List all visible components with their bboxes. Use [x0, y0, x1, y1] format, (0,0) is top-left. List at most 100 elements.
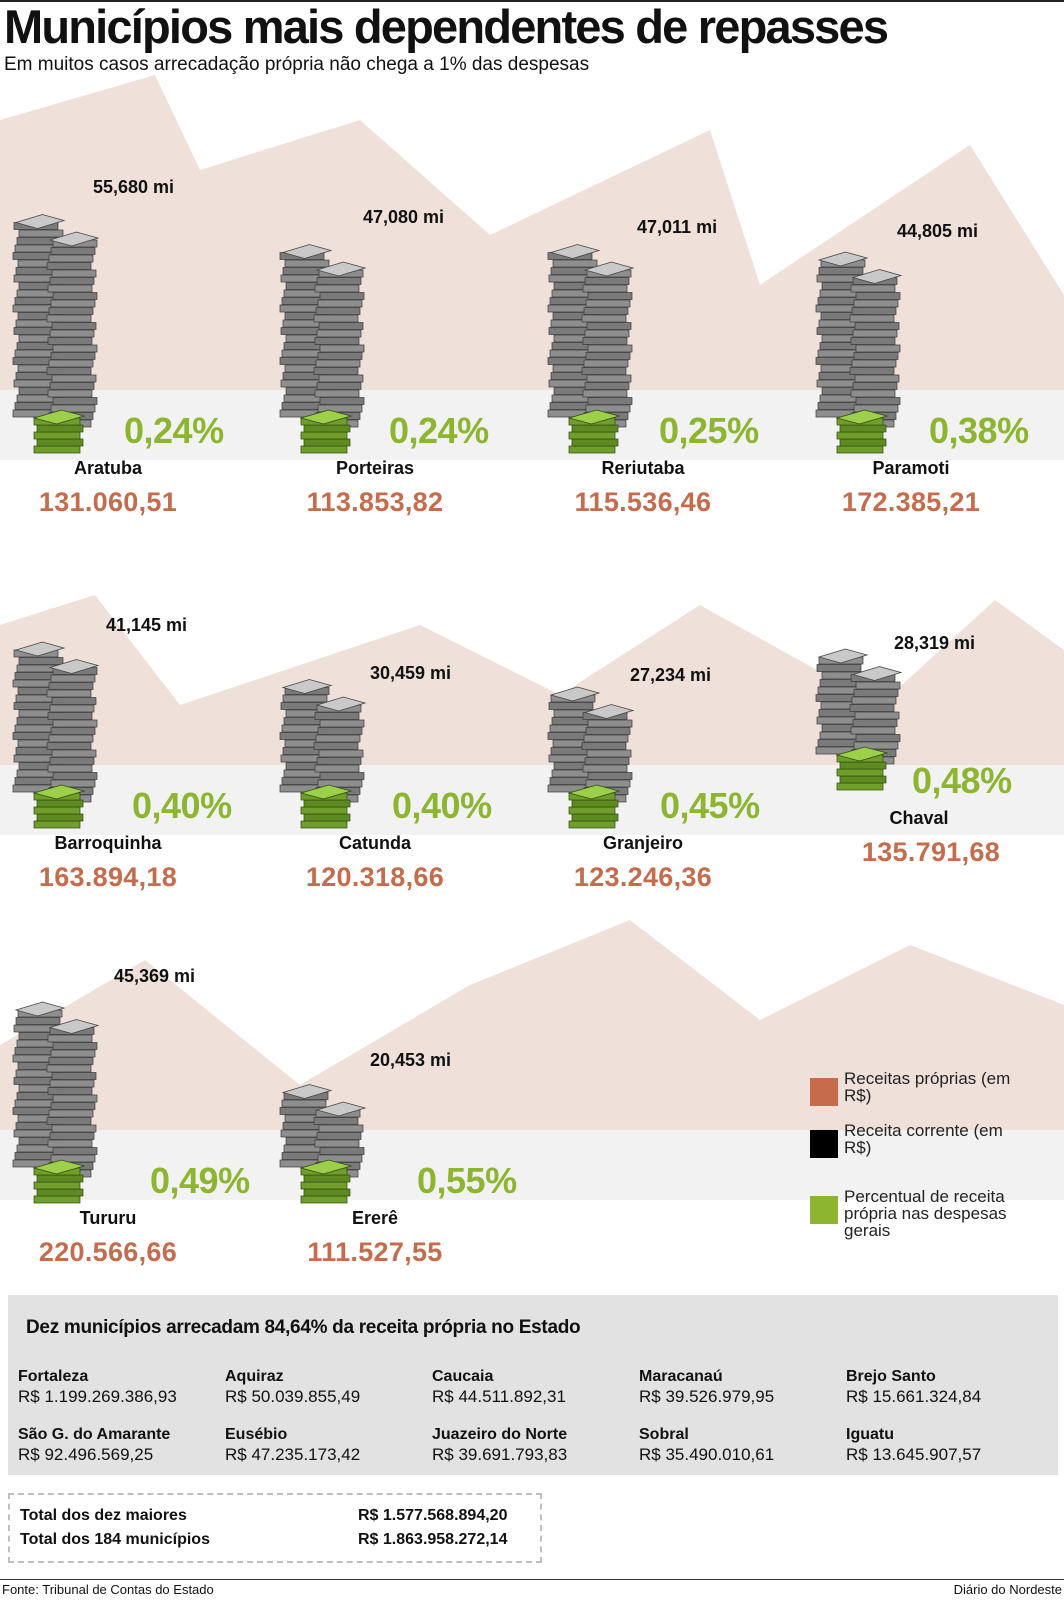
green-bill — [568, 445, 616, 454]
gray-bill — [317, 404, 363, 413]
gray-bill — [46, 1117, 92, 1125]
green-bill-stack — [299, 409, 353, 454]
gray-bill — [48, 1057, 94, 1065]
top-ten-name: Fortaleza — [18, 1368, 89, 1385]
gray-bill — [584, 277, 630, 285]
gray-bill-column — [12, 1001, 66, 1168]
municipality-name: Porteiras — [335, 458, 415, 478]
gray-bill-column — [849, 269, 903, 428]
municipality-tile: 20,453 mi 0,55% Ererê 111.527,55 — [275, 890, 541, 1267]
gray-bill — [52, 719, 98, 728]
green-bill — [303, 1174, 351, 1183]
gray-bill — [319, 292, 365, 300]
municipality-name: Catunda — [339, 833, 411, 853]
top-ten-item: Sobral R$ 35.490.010,61 — [639, 1425, 844, 1465]
current-revenue-label: 55,680 mi — [93, 177, 175, 197]
gray-bill-column — [313, 696, 367, 803]
top-ten-item: Aquiraz R$ 50.039.855,49 — [225, 1367, 430, 1407]
credit-note: Diário do Nordeste — [953, 1582, 1062, 1597]
top-ten-item: Brejo Santo R$ 15.661.324,84 — [846, 1367, 1051, 1407]
own-revenue-value: 172.385,21 — [841, 487, 981, 517]
gray-bill-top — [851, 666, 903, 681]
gray-bill — [584, 757, 630, 765]
gray-bill — [853, 352, 899, 360]
gray-bill — [854, 322, 900, 330]
top-ten-value: R$ 44.511.892,31 — [432, 1387, 566, 1406]
gray-bill-top — [48, 1019, 100, 1034]
municipality-name: Granjeiro — [602, 833, 684, 853]
municipality-name: Ererê — [351, 1208, 399, 1228]
green-bill — [36, 438, 84, 447]
current-revenue-label: 27,234 mi — [630, 665, 712, 685]
municipality-tile: 45,369 mi 0,49% Tururu 220.566,66 — [8, 890, 274, 1267]
top-ten-item: São G. do Amarante R$ 92.496.569,25 — [18, 1425, 223, 1465]
gray-bill — [581, 367, 627, 375]
gray-bill — [18, 229, 64, 238]
gray-bill — [317, 779, 363, 788]
gray-bill — [314, 1139, 360, 1148]
gray-bill-top — [281, 244, 333, 259]
gray-bill-column — [547, 244, 601, 418]
gray-bill — [50, 1154, 96, 1163]
legend-swatch-current — [810, 1130, 838, 1158]
gray-bill — [51, 749, 97, 758]
gray-bill — [49, 277, 95, 285]
top-ten-name: Juazeiro do Norte — [432, 1426, 568, 1443]
legend-label-current: Receita corrente (em R$) — [844, 1121, 1003, 1157]
own-revenue-value: 135.791,68 — [861, 837, 1001, 867]
gray-bill — [314, 764, 360, 773]
municipality-name: Chaval — [889, 808, 949, 828]
percent-label: 0,55% — [417, 1160, 517, 1201]
green-bill-top — [835, 746, 889, 762]
gray-bill — [50, 727, 96, 735]
money-stack — [547, 686, 635, 829]
gray-bill — [314, 337, 360, 345]
green-bill — [303, 799, 351, 808]
gray-bill-top — [315, 696, 367, 712]
gray-bill — [586, 374, 632, 383]
gray-bill-top — [817, 251, 869, 267]
money-stack — [815, 251, 903, 454]
green-bill — [836, 782, 884, 791]
top-ten-value: R$ 13.645.907,57 — [846, 1445, 982, 1464]
gray-bill — [855, 681, 901, 690]
green-bill — [836, 431, 884, 440]
green-bill — [36, 1188, 84, 1197]
top-ten-value: R$ 92.496.569,25 — [18, 1445, 154, 1464]
gray-bill — [316, 329, 362, 338]
gray-bill — [853, 299, 899, 308]
green-bill-top — [32, 409, 86, 425]
gray-bill-top — [315, 1101, 367, 1117]
green-bill — [33, 1195, 81, 1204]
gray-bill — [15, 1017, 61, 1025]
gray-bill — [314, 389, 360, 398]
gray-bill — [47, 1034, 93, 1043]
gray-bill — [46, 314, 92, 323]
green-bill-stack — [299, 1159, 353, 1204]
gray-bill — [48, 254, 94, 263]
gray-bill-column — [815, 648, 869, 755]
gray-bill — [585, 299, 631, 308]
top-ten-value: R$ 47.235.173,42 — [225, 1445, 361, 1464]
top-ten-item: Caucaia R$ 44.511.892,31 — [432, 1367, 637, 1407]
green-bill — [36, 799, 84, 808]
gray-bill — [317, 727, 363, 735]
current-revenue-label: 20,453 mi — [370, 1050, 452, 1070]
gray-bill — [855, 397, 901, 405]
municipality-name: Aratuba — [73, 458, 142, 478]
gray-bill — [587, 344, 633, 353]
gray-bill — [586, 749, 632, 758]
green-bill-stack — [32, 409, 86, 454]
gray-bill — [50, 1049, 96, 1058]
gray-bill-column — [279, 679, 333, 793]
top-ten-item: Iguatu R$ 13.645.907,57 — [846, 1425, 1051, 1465]
gray-bill — [319, 772, 365, 780]
green-bill — [839, 424, 887, 433]
gray-bill — [548, 702, 594, 710]
gray-bill-column — [815, 251, 869, 418]
gray-bill — [849, 704, 895, 712]
gray-bill — [49, 1079, 95, 1088]
gray-bill — [284, 259, 330, 268]
green-bill-stack — [32, 784, 86, 829]
green-bill-top — [299, 784, 353, 800]
